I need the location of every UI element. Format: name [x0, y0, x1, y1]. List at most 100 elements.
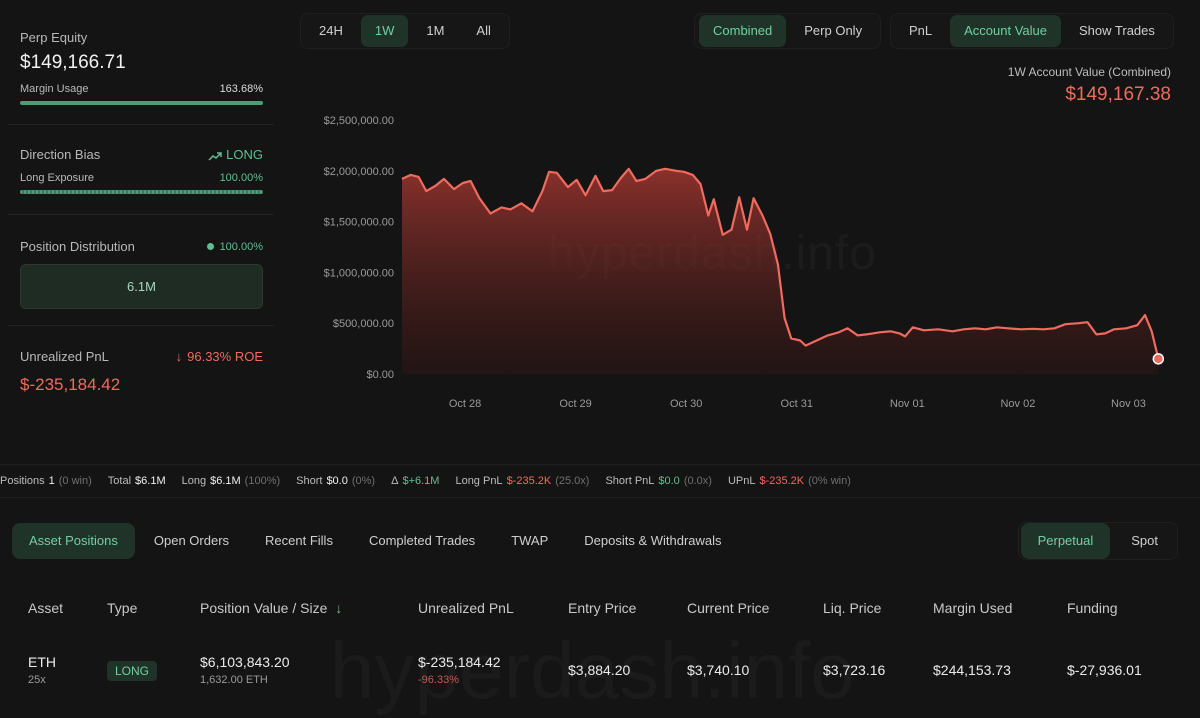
perp-only-button[interactable]: Perp Only — [804, 23, 863, 38]
pnl-button[interactable]: PnL — [909, 23, 933, 38]
col-margin-used[interactable]: Margin Used — [933, 600, 1013, 616]
market-type-selector: Perpetual Spot — [1017, 522, 1178, 560]
divider — [8, 124, 274, 125]
direction-bias-card: Direction Bias LONG Long Exposure 100.00… — [20, 147, 263, 194]
stat-long-pnl: Long PnL $-235.2K (25.0x) — [455, 475, 590, 487]
direction-bias-value: LONG — [208, 147, 263, 162]
position-distribution-label: Position Distribution — [20, 239, 135, 254]
stat-long: Long $6.1M (100%) — [181, 475, 281, 487]
cell-position-value: $6,103,843.20 1,632.00 ETH — [200, 654, 290, 686]
col-current-price[interactable]: Current Price — [687, 600, 770, 616]
unrealized-pnl-card: Unrealized PnL ↓ 96.33% ROE $-235,184.42 — [20, 349, 263, 395]
show-trades-button[interactable]: Show Trades — [1079, 23, 1155, 38]
x-tick-label: Nov 02 — [1000, 398, 1035, 410]
tab-twap[interactable]: TWAP — [511, 533, 549, 548]
tab-deposits-withdrawals[interactable]: Deposits & Withdrawals — [584, 533, 722, 548]
cell-type: LONG — [107, 661, 158, 681]
position-size: 1,632.00 ETH — [200, 674, 268, 686]
col-entry-price[interactable]: Entry Price — [568, 600, 637, 616]
unrealized-pnl-label: Unrealized PnL — [20, 349, 109, 364]
stat-total: Total $6.1M — [107, 475, 166, 487]
cell-current-price: $3,740.10 — [687, 662, 750, 678]
cell-unrealized-pnl: $-235,184.42 -96.33% — [418, 654, 501, 686]
unrealized-pnl-roe: ↓ 96.33% ROE — [175, 349, 263, 364]
cell-entry-price: $3,884.20 — [568, 662, 631, 678]
arrow-down-icon: ↓ — [175, 349, 183, 364]
cell-margin-used: $244,153.73 — [933, 662, 1011, 678]
y-tick-label: $500,000.00 — [333, 318, 394, 330]
pnl-percent: -96.33% — [418, 674, 459, 686]
tab-recent-fills[interactable]: Recent Fills — [265, 533, 333, 548]
account-value-button[interactable]: Account Value — [950, 15, 1062, 47]
stat-positions: Positions 1 (0 win) — [0, 475, 92, 487]
x-tick-label: Nov 01 — [890, 398, 925, 410]
positions-tabs: Asset Positions Open Orders Recent Fills… — [12, 522, 739, 560]
trend-up-icon — [208, 151, 222, 161]
y-tick-label: $1,000,000.00 — [324, 267, 394, 279]
long-exposure-label: Long Exposure — [20, 172, 94, 184]
chart-line — [401, 167, 1160, 360]
chart-title: 1W Account Value (Combined) — [1007, 65, 1171, 79]
long-badge: LONG — [107, 661, 158, 681]
position-distribution-card: Position Distribution 100.00% 6.1M — [20, 239, 263, 309]
x-tick-label: Oct 31 — [781, 398, 813, 410]
x-tick-label: Oct 29 — [559, 398, 591, 410]
col-liq-price[interactable]: Liq. Price — [823, 600, 882, 616]
timeframe-all-button[interactable]: All — [476, 23, 491, 38]
y-tick-label: $2,000,000.00 — [324, 166, 394, 178]
status-dot-icon — [206, 243, 214, 251]
tab-open-orders[interactable]: Open Orders — [153, 533, 230, 548]
col-position-value[interactable]: Position Value / Size ↓ — [200, 600, 343, 616]
chart-area — [402, 168, 1159, 374]
timeframe-selector: 24H 1W 1M All — [300, 13, 510, 49]
long-exposure-value: 100.00% — [219, 172, 263, 184]
perp-equity-label: Perp Equity — [20, 30, 88, 45]
x-tick-label: Oct 30 — [670, 398, 702, 410]
perp-equity-value: $149,166.71 — [20, 52, 126, 73]
cell-liq-price: $3,723.16 — [823, 662, 886, 678]
divider — [8, 214, 274, 215]
stat-short-pnl: Short PnL $0.0 (0.0x) — [605, 475, 712, 487]
leverage-label: 25x — [28, 674, 46, 686]
margin-usage-label: Margin Usage — [20, 83, 89, 95]
col-unrealized-pnl[interactable]: Unrealized PnL — [418, 600, 514, 616]
position-distribution-value: 100.00% — [206, 241, 263, 253]
stat-delta: Δ $+6.1M — [391, 475, 440, 487]
sort-down-icon[interactable]: ↓ — [335, 600, 343, 616]
account-summary-panel: Perp Equity $149,166.71 Margin Usage 163… — [0, 0, 282, 438]
cell-asset: ETH 25x — [28, 654, 56, 686]
tab-asset-positions[interactable]: Asset Positions — [12, 523, 135, 559]
margin-usage-bar — [20, 101, 263, 105]
divider — [8, 325, 274, 326]
y-tick-label: $2,500,000.00 — [324, 115, 394, 127]
chart-current-value: $149,167.38 — [1065, 84, 1171, 105]
col-type[interactable]: Type — [107, 600, 138, 616]
cell-funding: $-27,936.01 — [1067, 662, 1142, 678]
stat-upnl: UPnL $-235.2K (0% win) — [727, 475, 851, 487]
margin-usage-value: 163.68% — [219, 83, 263, 95]
unrealized-pnl-value: $-235,184.42 — [20, 375, 121, 394]
stat-short: Short $0.0 (0%) — [296, 475, 376, 487]
timeframe-1m-button[interactable]: 1M — [426, 23, 445, 38]
chart-current-point[interactable] — [1152, 353, 1165, 365]
tab-perpetual[interactable]: Perpetual — [1020, 523, 1111, 559]
positions-stats-bar: Positions 1 (0 win) Total $6.1M Long $6.1M (1… — [0, 464, 1200, 498]
x-tick-label: Nov 03 — [1111, 398, 1146, 410]
col-asset[interactable]: Asset — [28, 600, 64, 616]
col-funding[interactable]: Funding — [1067, 600, 1118, 616]
timeframe-24h-button[interactable]: 24H — [319, 23, 343, 38]
tab-completed-trades[interactable]: Completed Trades — [368, 533, 476, 548]
y-tick-label: $1,500,000.00 — [324, 217, 394, 229]
y-tick-label: $0.00 — [366, 369, 394, 381]
account-value-chart[interactable]: $2,500,000.00 $2,000,000.00 $1,500,000.00 $… — [298, 100, 1188, 420]
long-exposure-bar — [20, 190, 263, 194]
x-tick-label: Oct 28 — [449, 398, 481, 410]
position-distribution-bar[interactable]: 6.1M — [20, 264, 263, 309]
combined-button[interactable]: Combined — [699, 15, 787, 47]
timeframe-1w-button[interactable]: 1W — [360, 15, 409, 47]
view-selector: PnL Account Value Show Trades — [890, 13, 1174, 49]
tab-spot[interactable]: Spot — [1131, 533, 1158, 548]
direction-bias-label: Direction Bias — [20, 147, 101, 162]
perp-equity-card: Perp Equity $149,166.71 Margin Usage 163… — [20, 30, 263, 105]
mode-selector: Combined Perp Only — [694, 13, 882, 49]
